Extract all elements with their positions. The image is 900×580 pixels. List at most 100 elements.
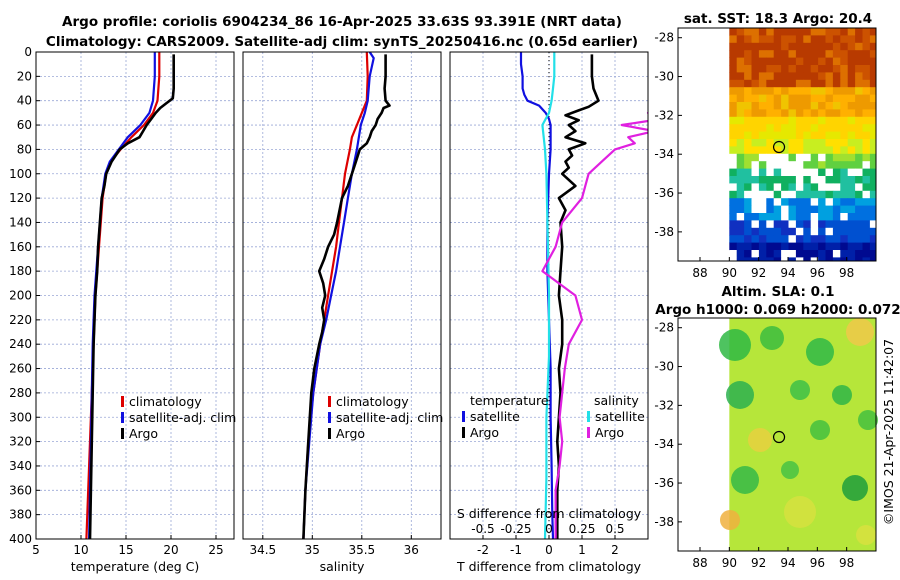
salinity-panel: 34.5 35 35.5 36 salinity climatology satell… (242, 51, 443, 574)
x-tick-label: 5 (32, 543, 40, 557)
sst-cell (818, 79, 826, 88)
sst-cell (810, 87, 819, 95)
sst-cell (795, 35, 804, 44)
sst-cell (766, 28, 775, 36)
sst-cell (840, 205, 849, 214)
legend-label-climatology: climatology (129, 394, 202, 409)
sst-cell (869, 109, 877, 118)
sst-cell (855, 250, 863, 258)
lat-tick-label: -28 (654, 31, 674, 45)
sst-cell (869, 131, 877, 140)
sst-cell (832, 28, 841, 36)
sst-cell (847, 250, 856, 258)
sst-cell (773, 72, 782, 81)
sst-cell (832, 42, 841, 51)
sst-cell (810, 28, 819, 36)
sst-cell (869, 168, 877, 177)
sst-cell (781, 116, 789, 125)
sst-cell (847, 176, 856, 184)
sst-cell (847, 72, 856, 81)
sst-cell (758, 242, 767, 251)
sst-cell (766, 116, 775, 125)
sst-cell (825, 102, 834, 110)
sla-blob (856, 525, 876, 545)
sst-cell (751, 28, 760, 36)
sst-cell (840, 102, 849, 110)
sst-cell (869, 79, 877, 88)
sst-cell (818, 146, 826, 155)
sst-cell (751, 190, 760, 199)
sst-cell (781, 257, 789, 262)
sst-cell (840, 235, 849, 243)
sst-cell (729, 220, 738, 229)
sst-map-title: sat. SST: 18.3 Argo: 20.4 (684, 11, 872, 27)
sst-cell (862, 50, 871, 58)
sst-cell (788, 227, 797, 236)
sst-cell (751, 146, 760, 155)
sst-cell (825, 94, 834, 103)
sst-cell (855, 131, 863, 140)
sst-cell (736, 131, 745, 140)
sst-cell (758, 198, 767, 206)
sst-cell (855, 183, 863, 192)
sst-cell (781, 146, 789, 155)
sst-cell (847, 116, 856, 125)
sst-cell (810, 42, 819, 51)
sst-cell (862, 257, 871, 262)
series-line-argo (88, 54, 175, 539)
sst-cell (758, 79, 767, 88)
y-tick-label: 260 (9, 362, 32, 376)
sst-cell (736, 87, 745, 95)
sst-cell (818, 94, 826, 103)
lat-tick-label: -38 (654, 515, 674, 529)
sst-cell (847, 242, 856, 251)
y-tick-label: 380 (9, 508, 32, 522)
sst-cell (803, 205, 812, 214)
sst-cell (810, 131, 819, 140)
sst-cell (744, 161, 752, 169)
sst-cell (803, 190, 812, 199)
sst-cell (840, 190, 849, 199)
sst-cell (855, 168, 863, 177)
sst-cell (729, 72, 738, 81)
sst-cell (803, 94, 812, 103)
y-tick-label: 200 (9, 289, 32, 303)
x-tick-label: -2 (477, 543, 489, 557)
sst-cell (758, 168, 767, 177)
sst-cell (869, 72, 877, 81)
sst-heatmap (729, 28, 877, 262)
sst-cell (855, 257, 863, 262)
sst-cell (795, 190, 804, 199)
sst-cell (818, 161, 826, 169)
sla-blob (784, 496, 816, 528)
sst-cell (758, 72, 767, 81)
sst-cell (840, 153, 849, 162)
sst-cell (751, 220, 760, 229)
lat-tick-label: -30 (654, 360, 674, 374)
sst-cell (795, 153, 804, 162)
sst-cell (773, 153, 782, 162)
sst-cell (766, 124, 775, 132)
sst-cell (788, 176, 797, 184)
sst-cell (788, 94, 797, 103)
y-tick-label: 400 (9, 532, 32, 546)
sst-cell (795, 139, 804, 147)
sst-cell (840, 131, 849, 140)
sst-cell (847, 198, 856, 206)
sst-cell (736, 235, 745, 243)
sst-cell (795, 131, 804, 140)
y-tick-label: 40 (17, 94, 32, 108)
sst-cell (840, 109, 849, 118)
sst-cell (810, 198, 819, 206)
sst-cell (803, 124, 812, 132)
sst-cell (788, 220, 797, 229)
sst-cell (788, 242, 797, 251)
sst-cell (744, 153, 752, 162)
sst-cell (818, 124, 826, 132)
sst-cell (751, 87, 760, 95)
sst-cell (803, 183, 812, 192)
s-difference-axis-ticks: -0.5 -0.25 0 0.25 0.5 (471, 522, 624, 536)
sst-cell (736, 139, 745, 147)
sst-cell (795, 87, 804, 95)
sst-cell (766, 146, 775, 155)
